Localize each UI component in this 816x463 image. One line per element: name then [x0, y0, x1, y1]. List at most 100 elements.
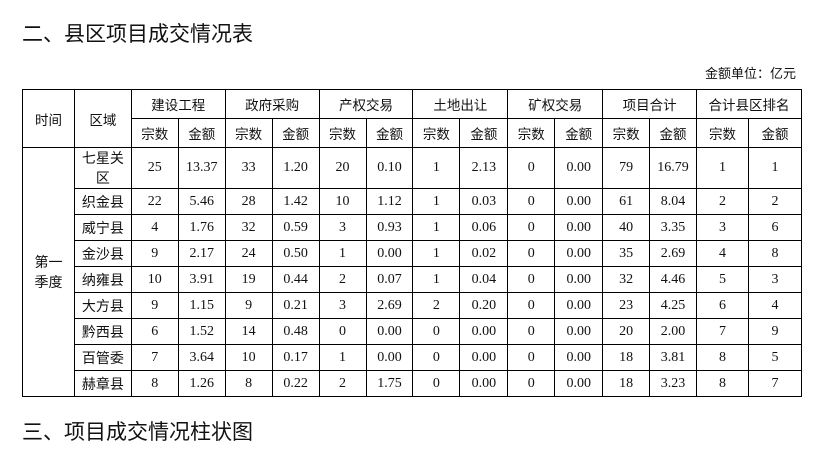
value-cell: 0.21 — [271, 292, 320, 319]
value-cell: 3.64 — [177, 344, 226, 371]
value-cell: 4 — [696, 240, 749, 267]
header-group: 政府采购 — [224, 89, 320, 119]
value-cell: 3 — [318, 214, 367, 241]
value-cell: 7 — [130, 344, 179, 371]
area-cell: 威宁县 — [73, 214, 132, 241]
value-cell: 0.10 — [365, 147, 414, 189]
header-count: 宗数 — [602, 118, 651, 148]
header-group: 合计县区排名 — [696, 89, 802, 119]
value-cell: 0.22 — [271, 370, 320, 397]
value-cell: 8 — [696, 344, 749, 371]
value-cell: 0.00 — [554, 214, 604, 241]
value-cell: 24 — [224, 240, 273, 267]
header-count: 宗数 — [224, 118, 273, 148]
value-cell: 0 — [507, 147, 556, 189]
area-cell: 纳雍县 — [73, 266, 132, 293]
value-cell: 0.00 — [554, 344, 604, 371]
value-cell: 1 — [696, 147, 749, 189]
value-cell: 0.00 — [554, 266, 604, 293]
value-cell: 0.00 — [554, 188, 604, 215]
value-cell: 35 — [602, 240, 651, 267]
table-row: 织金县 22 5.46 28 1.42 10 1.12 1 0.03 0 0.00 61 8.04 2 2 — [23, 188, 803, 215]
value-cell: 2.69 — [649, 240, 698, 267]
area-cell: 赫章县 — [73, 370, 132, 397]
next-section-title: 三、项目成交情况柱状图 — [22, 420, 253, 444]
header-group: 建设工程 — [130, 89, 226, 119]
value-cell: 5.46 — [177, 188, 226, 215]
value-cell: 9 — [747, 318, 803, 345]
value-cell: 33 — [224, 147, 273, 189]
header-time: 时间 — [22, 89, 75, 148]
value-cell: 0.00 — [554, 147, 604, 189]
value-cell: 2.69 — [365, 292, 414, 319]
value-cell: 6 — [130, 318, 179, 345]
value-cell: 13.37 — [177, 147, 226, 189]
table-row: 大方县 9 1.15 9 0.21 3 2.69 2 0.20 0 0.00 23 4.25 6 4 — [23, 292, 803, 319]
table-row: 第一季度 七星关区 25 13.37 33 1.20 20 0.10 1 2.13 0 0.00 79 1… — [22, 147, 803, 397]
value-cell: 0.03 — [459, 188, 509, 215]
value-cell: 1.15 — [177, 292, 226, 319]
area-cell: 百管委 — [73, 344, 132, 371]
value-cell: 3.35 — [649, 214, 698, 241]
header-amount: 金额 — [177, 118, 226, 148]
value-cell: 0 — [412, 344, 461, 371]
value-cell: 1.52 — [177, 318, 226, 345]
value-cell: 16.79 — [649, 147, 698, 189]
value-cell: 1.20 — [271, 147, 320, 189]
area-cell: 七星关区 — [73, 147, 132, 189]
value-cell: 2 — [412, 292, 461, 319]
header-amount: 金额 — [365, 118, 414, 148]
value-cell: 4.25 — [649, 292, 698, 319]
value-cell: 1 — [412, 240, 461, 267]
value-cell: 0 — [507, 188, 556, 215]
value-cell: 0 — [507, 344, 556, 371]
value-cell: 4.46 — [649, 266, 698, 293]
value-cell: 3 — [747, 266, 803, 293]
value-cell: 0.00 — [554, 370, 604, 397]
header-amount: 金额 — [554, 118, 604, 148]
value-cell: 0.59 — [271, 214, 320, 241]
value-cell: 2.13 — [459, 147, 509, 189]
value-cell: 18 — [602, 344, 651, 371]
value-cell: 2 — [747, 188, 803, 215]
value-cell: 4 — [747, 292, 803, 319]
value-cell: 79 — [602, 147, 651, 189]
value-cell: 1 — [318, 240, 367, 267]
value-cell: 8 — [130, 370, 179, 397]
value-cell: 1.75 — [365, 370, 414, 397]
value-cell: 1 — [412, 266, 461, 293]
header-count: 宗数 — [318, 118, 367, 148]
value-cell: 2.00 — [649, 318, 698, 345]
value-cell: 0 — [507, 370, 556, 397]
value-cell: 3 — [318, 292, 367, 319]
value-cell: 0.00 — [459, 318, 509, 345]
value-cell: 4 — [130, 214, 179, 241]
value-cell: 22 — [130, 188, 179, 215]
value-cell: 0.93 — [365, 214, 414, 241]
unit-note: 金额单位：亿元 — [704, 67, 796, 82]
header-amount: 金额 — [271, 118, 320, 148]
value-cell: 10 — [130, 266, 179, 293]
value-cell: 14 — [224, 318, 273, 345]
value-cell: 0.07 — [365, 266, 414, 293]
value-cell: 3.91 — [177, 266, 226, 293]
value-cell: 2 — [696, 188, 749, 215]
value-cell: 0.04 — [459, 266, 509, 293]
value-cell: 1.42 — [271, 188, 320, 215]
value-cell: 1 — [412, 188, 461, 215]
value-cell: 20 — [602, 318, 651, 345]
value-cell: 0 — [507, 266, 556, 293]
value-cell: 0 — [412, 370, 461, 397]
value-cell: 1 — [412, 214, 461, 241]
header-amount: 金额 — [649, 118, 698, 148]
value-cell: 0 — [507, 240, 556, 267]
value-cell: 5 — [747, 344, 803, 371]
header-group: 产权交易 — [318, 89, 414, 119]
table-row: 黔西县 6 1.52 14 0.48 0 0.00 0 0.00 0 0.00 20 2.00 7 9 — [23, 318, 803, 345]
value-cell: 8 — [224, 370, 273, 397]
area-cell: 黔西县 — [73, 318, 132, 345]
period-cell: 第一季度 — [22, 147, 75, 397]
value-cell: 2 — [318, 266, 367, 293]
value-cell: 10 — [318, 188, 367, 215]
value-cell: 3 — [696, 214, 749, 241]
